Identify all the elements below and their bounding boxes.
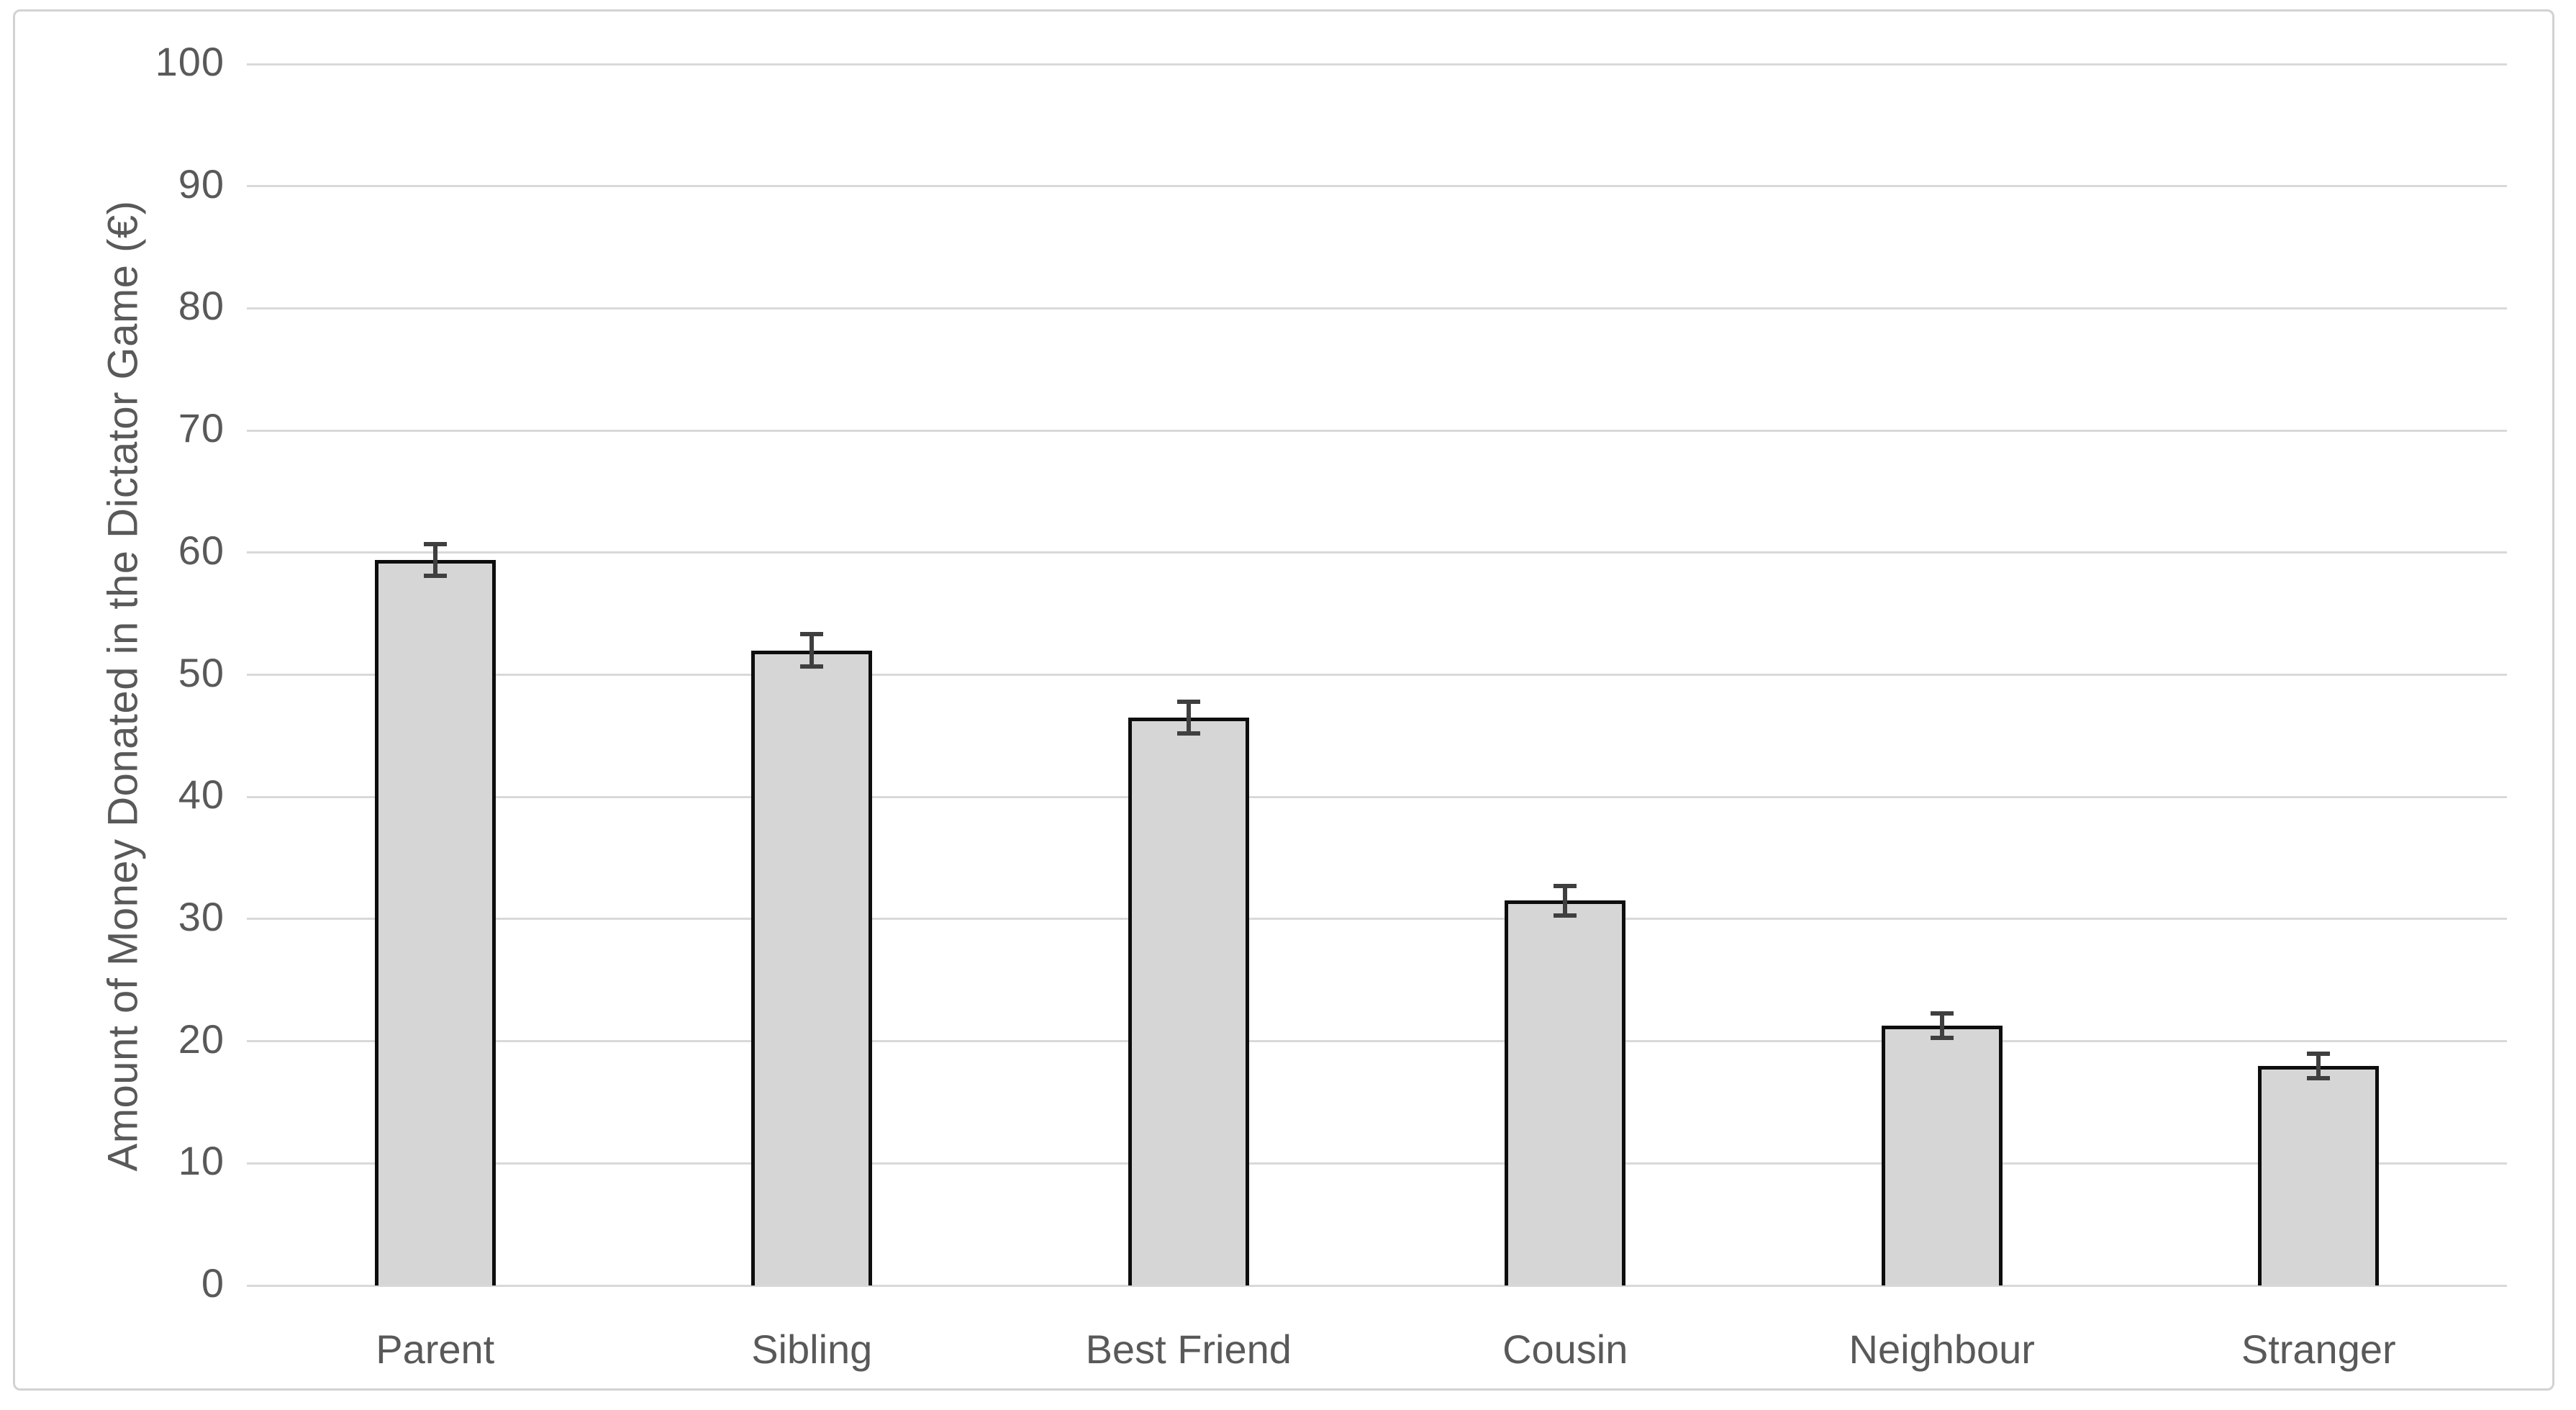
error-bar-bottom-cap-best-friend <box>1176 731 1200 736</box>
error-bar-line-stranger <box>2316 1053 2321 1078</box>
error-bar-bottom-cap-sibling <box>800 664 824 669</box>
x-axis-label-sibling: Sibling <box>751 1327 873 1372</box>
gridline-y-100 <box>247 63 2507 65</box>
y-axis-tick-label-90: 90 <box>178 161 225 207</box>
gridline-y-10 <box>247 1162 2507 1165</box>
y-axis-tick-label-10: 10 <box>178 1138 225 1184</box>
error-bar-bottom-cap-stranger <box>2307 1075 2331 1080</box>
error-bar-top-cap-neighbour <box>1930 1011 1954 1016</box>
error-bar-bottom-cap-cousin <box>1554 913 1577 918</box>
x-axis-label-best-friend: Best Friend <box>1085 1327 1292 1372</box>
bar-parent <box>374 559 496 1285</box>
y-axis-tick-label-40: 40 <box>178 772 225 818</box>
gridline-y-30 <box>247 918 2507 921</box>
x-axis-label-parent: Parent <box>376 1327 495 1372</box>
x-axis-label-stranger: Stranger <box>2241 1327 2396 1372</box>
y-axis-tick-label-80: 80 <box>178 283 225 329</box>
error-bar-line-neighbour <box>1939 1013 1944 1038</box>
y-axis-tick-label-60: 60 <box>178 527 225 573</box>
gridline-y-60 <box>247 551 2507 554</box>
bar-best-friend <box>1128 717 1249 1285</box>
gridline-y-80 <box>247 307 2507 309</box>
bar-neighbour <box>1881 1025 2003 1285</box>
bar-stranger <box>2258 1065 2380 1285</box>
gridline-y-70 <box>247 429 2507 432</box>
y-axis-tick-label-50: 50 <box>178 649 225 695</box>
error-bar-line-sibling <box>809 634 815 666</box>
x-axis-label-neighbour: Neighbour <box>1849 1327 2035 1372</box>
error-bar-bottom-cap-neighbour <box>1930 1035 1954 1040</box>
error-bar-top-cap-parent <box>423 541 447 546</box>
gridline-y-90 <box>247 185 2507 188</box>
y-axis-tick-label-30: 30 <box>178 893 225 939</box>
error-bar-top-cap-cousin <box>1554 884 1577 889</box>
error-bar-top-cap-best-friend <box>1176 699 1200 704</box>
error-bar-top-cap-stranger <box>2307 1051 2331 1056</box>
error-bar-line-cousin <box>1563 886 1568 916</box>
error-bar-bottom-cap-parent <box>423 574 447 579</box>
error-bar-line-best-friend <box>1186 701 1191 733</box>
bar-cousin <box>1505 900 1626 1285</box>
gridline-y-0 <box>247 1284 2507 1287</box>
error-bar-top-cap-sibling <box>800 632 824 637</box>
gridline-y-50 <box>247 674 2507 676</box>
y-axis-tick-label-100: 100 <box>155 39 225 84</box>
bar-sibling <box>751 650 873 1285</box>
y-axis-tick-label-0: 0 <box>201 1260 225 1306</box>
error-bar-line-parent <box>432 543 437 577</box>
x-axis-label-cousin: Cousin <box>1502 1327 1628 1372</box>
y-axis-tick-label-20: 20 <box>178 1016 225 1062</box>
gridline-y-40 <box>247 795 2507 798</box>
gridline-y-20 <box>247 1040 2507 1043</box>
chart-frame: Amount of Money Donated in the Dictator … <box>13 9 2554 1391</box>
y-axis-tick-label-70: 70 <box>178 405 225 451</box>
